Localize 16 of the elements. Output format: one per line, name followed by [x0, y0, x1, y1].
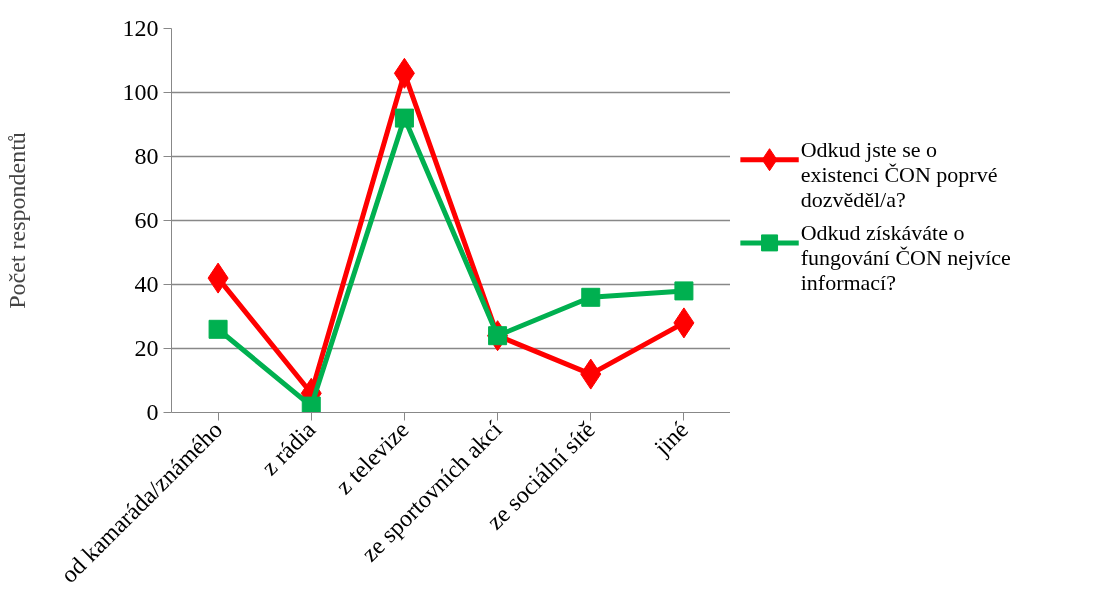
y-tick-label: 120	[122, 15, 159, 41]
y-tick-label: 100	[122, 79, 159, 105]
point	[581, 287, 601, 307]
x-tick-label: z rádia	[256, 416, 321, 481]
point	[301, 396, 321, 413]
y-tick-label: 20	[134, 335, 159, 361]
legend-label: Odkud získáváte o fungování ČON nejvíce informací?	[800, 219, 1011, 295]
y-tick-label: 0	[146, 399, 159, 425]
y-tick-label: 40	[134, 271, 159, 297]
legend-label: Odkud jste se o existenci ČON poprvé dozvěděl/a?	[800, 136, 998, 212]
point	[208, 319, 228, 339]
y-tick-label: 60	[134, 207, 159, 233]
point	[674, 281, 694, 301]
y-axis-title: Počet respondentů	[3, 132, 30, 309]
point	[394, 108, 414, 128]
y-tick-label: 80	[134, 143, 159, 169]
